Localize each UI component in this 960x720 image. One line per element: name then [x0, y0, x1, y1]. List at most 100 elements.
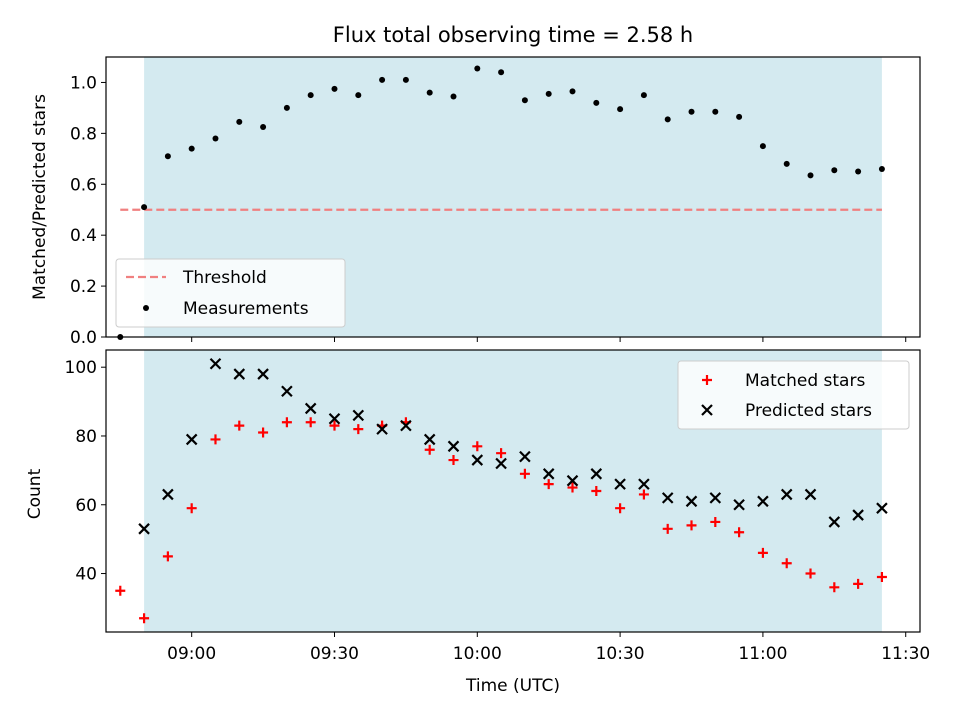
legend-threshold-label: Threshold [182, 268, 267, 288]
measurement-point [283, 104, 290, 111]
y-tick-label: 0.8 [70, 124, 97, 144]
y-tick-label: 0.2 [70, 277, 97, 297]
measurement-point [355, 92, 362, 99]
x-axis-label: Time (UTC) [465, 676, 560, 696]
matched-star-point [519, 468, 530, 479]
measurement-point [807, 172, 814, 179]
predicted-star-point [685, 495, 698, 508]
y-tick-label: 0.4 [70, 226, 97, 246]
predicted-star-point [590, 468, 603, 480]
x-tick-label: 11:00 [738, 644, 787, 664]
matched-star-point [448, 455, 459, 466]
x-tick-label: 09:00 [167, 644, 216, 664]
matched-star-point [281, 417, 292, 428]
predicted-star-point [257, 368, 269, 380]
measurement-point [426, 89, 433, 96]
measurement-point [188, 145, 195, 152]
predicted-star-point [614, 478, 626, 490]
predicted-star-point [566, 474, 579, 487]
matched-star-point [734, 527, 745, 538]
measurement-point [545, 90, 552, 97]
predicted-star-point [233, 368, 246, 380]
matched-star-point [472, 441, 483, 452]
predicted-star-point [733, 498, 745, 511]
matched-star-point [543, 479, 554, 490]
measurement-point [831, 167, 838, 174]
matched-star-point [353, 424, 364, 435]
y-tick-label: 40 [75, 565, 97, 585]
matched-star-point [305, 417, 316, 428]
predicted-star-point [281, 385, 293, 398]
legend-measurements-label: Measurements [183, 299, 309, 319]
matched-star-point [258, 427, 269, 438]
predicted-star-point [328, 413, 341, 425]
measurement-point [402, 76, 409, 83]
bottom-y-axis-label: Count [25, 468, 45, 519]
measurement-point [331, 85, 338, 92]
matched-star-point [186, 503, 197, 514]
predicted-star-point [495, 457, 507, 470]
measurement-point [640, 92, 647, 99]
matched-star-point [876, 571, 887, 582]
matched-star-point [829, 582, 840, 593]
predicted-star-point [542, 468, 555, 480]
matched-star-point [139, 613, 150, 624]
legend-predicted-swatch [701, 404, 713, 416]
ratio-panel: Flux total observing time = 2.58 h Match… [30, 23, 921, 348]
top-axes-frame [105, 56, 921, 338]
predicted-star-point [304, 402, 317, 415]
measurement-point [379, 76, 386, 83]
chart-title: Flux total observing time = 2.58 h [333, 23, 693, 47]
x-tick-label: 10:30 [596, 644, 645, 664]
matched-star-point [424, 444, 435, 455]
matched-star-point [638, 489, 649, 500]
measurement-point [498, 69, 505, 76]
predicted-star-point [709, 492, 722, 504]
legend-matched-swatch [702, 375, 712, 385]
matched-star-point [662, 523, 673, 534]
legend-measurements-swatch [143, 305, 149, 311]
matched-star-point [329, 420, 340, 431]
predicted-star-point [828, 516, 841, 528]
matched-star-point [615, 503, 626, 514]
y-tick-label: 80 [75, 427, 97, 447]
measurement-point [878, 166, 885, 172]
top-y-axis-label: Matched/Predicted stars [30, 94, 50, 300]
predicted-star-point [780, 488, 793, 501]
matched-star-point [210, 434, 221, 445]
measurement-point [736, 113, 743, 120]
matched-star-point [710, 516, 721, 527]
count-panel: Count Time (UTC) 40 60 80 100 09:00 09:30 10:0… [25, 349, 930, 696]
predicted-star-point [519, 450, 531, 463]
predicted-star-point [209, 357, 222, 370]
matched-star-point [757, 547, 768, 558]
predicted-star-point [423, 433, 436, 446]
predicted-star-point [661, 492, 674, 504]
matched-star-point [805, 568, 816, 579]
x-tick-label: 09:30 [310, 644, 359, 664]
predicted-star-point [852, 509, 864, 521]
predicted-star-point [471, 454, 484, 466]
predicted-star-point [352, 409, 365, 422]
matched-star-point [853, 578, 864, 589]
matched-star-point [496, 448, 507, 459]
measurement-point [450, 93, 457, 100]
y-tick-label: 0.6 [70, 175, 97, 195]
measurement-point [521, 97, 528, 104]
measurement-point [688, 108, 695, 115]
measurement-point [260, 124, 267, 130]
measurement-point [212, 135, 219, 142]
measurement-point [474, 65, 481, 72]
predicted-star-point [638, 478, 650, 490]
matched-star-point [686, 520, 697, 531]
legend-matched-label: Matched stars [745, 371, 865, 391]
bottom-axes-frame [105, 349, 921, 633]
predicted-star-point [400, 419, 412, 432]
predicted-star-point [138, 523, 150, 535]
y-tick-label: 1.0 [70, 73, 97, 93]
measurement-point [593, 99, 600, 106]
x-tick-label: 11:30 [881, 644, 930, 664]
predicted-star-point [804, 488, 817, 501]
matched-star-point [115, 585, 126, 596]
measurement-point [783, 160, 790, 167]
